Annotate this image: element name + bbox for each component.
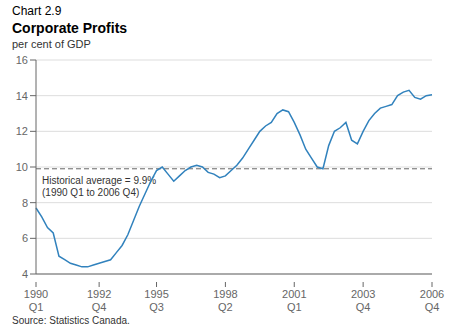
svg-text:10: 10: [16, 161, 28, 173]
svg-text:8: 8: [22, 197, 28, 209]
svg-text:2003Q4: 2003Q4: [351, 288, 375, 313]
svg-text:6: 6: [22, 232, 28, 244]
svg-text:16: 16: [16, 54, 28, 66]
svg-text:2006Q4: 2006Q4: [420, 288, 442, 313]
html-text:Chart 2.9: Chart 2.9: [12, 4, 62, 18]
svg-text:1992Q4: 1992Q4: [87, 288, 111, 313]
html-text:Source: Statistics Canada.: Source: Statistics Canada.: [12, 315, 130, 326]
html-text:Corporate Profits: Corporate Profits: [12, 20, 128, 36]
svg-text:4: 4: [22, 268, 28, 280]
html-text:per cent of GDP: per cent of GDP: [12, 38, 91, 50]
svg-text:1995Q3: 1995Q3: [144, 288, 168, 313]
svg-text:2001Q1: 2001Q1: [282, 288, 306, 313]
svg-text:12: 12: [16, 125, 28, 137]
svg-text:1998Q2: 1998Q2: [213, 288, 237, 313]
svg-text:1990Q1: 1990Q1: [24, 288, 48, 313]
svg-text:Historical average = 9.9%(1990: Historical average = 9.9%(1990 Q1 to 200…: [42, 175, 156, 198]
svg-text:14: 14: [16, 90, 28, 102]
